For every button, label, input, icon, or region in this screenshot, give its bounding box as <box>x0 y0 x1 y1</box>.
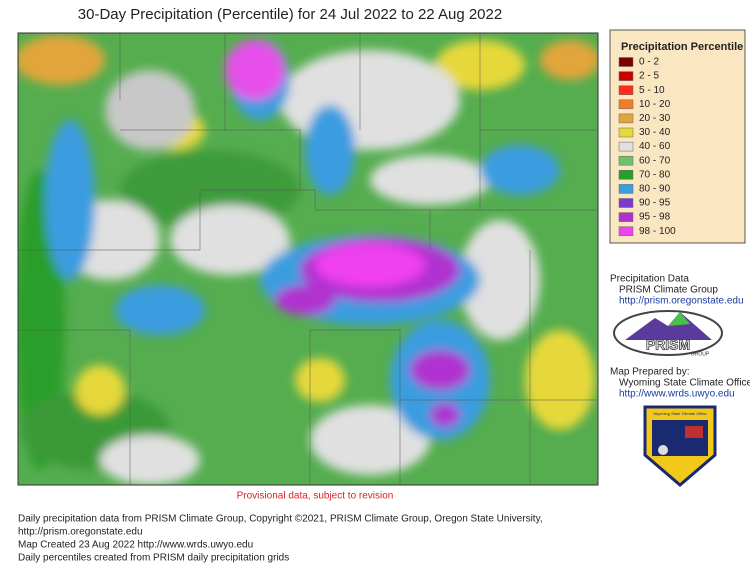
legend-swatch <box>618 155 634 166</box>
legend-swatch <box>618 212 634 222</box>
legend-label: 40 - 60 <box>639 141 671 152</box>
data-heading: Precipitation Data <box>610 274 689 285</box>
prepared-url: http://www.wrds.uwyo.edu <box>619 389 735 400</box>
footer: Daily precipitation data from PRISM Clim… <box>18 514 543 564</box>
seal-text: Wyoming State Climate Office <box>653 411 707 416</box>
legend-title: Precipitation Percentile <box>621 41 743 53</box>
logo-sub: GROUP <box>691 351 710 357</box>
legend-swatch <box>618 99 634 110</box>
legend-label: 0 - 2 <box>639 57 659 68</box>
legend-label: 98 - 100 <box>639 226 676 237</box>
legend-swatch <box>618 141 634 152</box>
legend-swatch <box>618 226 634 236</box>
legend-swatch <box>618 85 634 95</box>
legend-swatch <box>618 170 634 180</box>
data-url: http://prism.oregonstate.edu <box>619 296 744 307</box>
legend-swatch <box>618 198 634 208</box>
legend-label: 95 - 98 <box>639 212 671 223</box>
legend-swatch <box>618 127 634 138</box>
credits: Precipitation Data PRISM Climate Group h… <box>610 274 750 487</box>
legend-swatch <box>618 57 634 67</box>
data-source: PRISM Climate Group <box>619 285 718 296</box>
legend-swatch <box>618 71 634 81</box>
prism-logo: PRISM GROUP <box>613 310 723 357</box>
footer-line: Daily percentiles created from PRISM dai… <box>18 553 289 564</box>
legend-label: 80 - 90 <box>639 184 671 195</box>
legend-label: 2 - 5 <box>639 71 659 82</box>
footer-line: Map Created 23 Aug 2022 http://www.wrds.… <box>18 540 253 551</box>
prepared-heading: Map Prepared by: <box>610 367 690 378</box>
legend-label: 30 - 40 <box>639 127 671 138</box>
legend-label: 70 - 80 <box>639 169 671 180</box>
precip-map <box>18 33 598 485</box>
prepared-by: Wyoming State Climate Office <box>619 378 750 389</box>
legend: Precipitation Percentile 0 - 2 2 - 5 5 - 1… <box>609 29 746 244</box>
legend-label: 20 - 30 <box>639 113 671 124</box>
logo-text: PRISM <box>646 337 690 353</box>
legend-swatch <box>618 113 634 124</box>
legend-label: 5 - 10 <box>639 85 665 96</box>
legend-swatch <box>618 184 634 194</box>
footer-line: Daily precipitation data from PRISM Clim… <box>18 514 543 525</box>
legend-label: 10 - 20 <box>639 99 671 110</box>
provisional-notice: Provisional data, subject to revision <box>237 491 394 502</box>
map-title: 30-Day Precipitation (Percentile) for 24… <box>78 6 502 23</box>
legend-label: 90 - 95 <box>639 198 671 209</box>
footer-line: http://prism.oregonstate.edu <box>18 527 143 538</box>
legend-label: 60 - 70 <box>639 155 671 166</box>
county-boundaries <box>18 33 598 485</box>
climate-office-seal: Wyoming State Climate Office <box>643 405 717 487</box>
